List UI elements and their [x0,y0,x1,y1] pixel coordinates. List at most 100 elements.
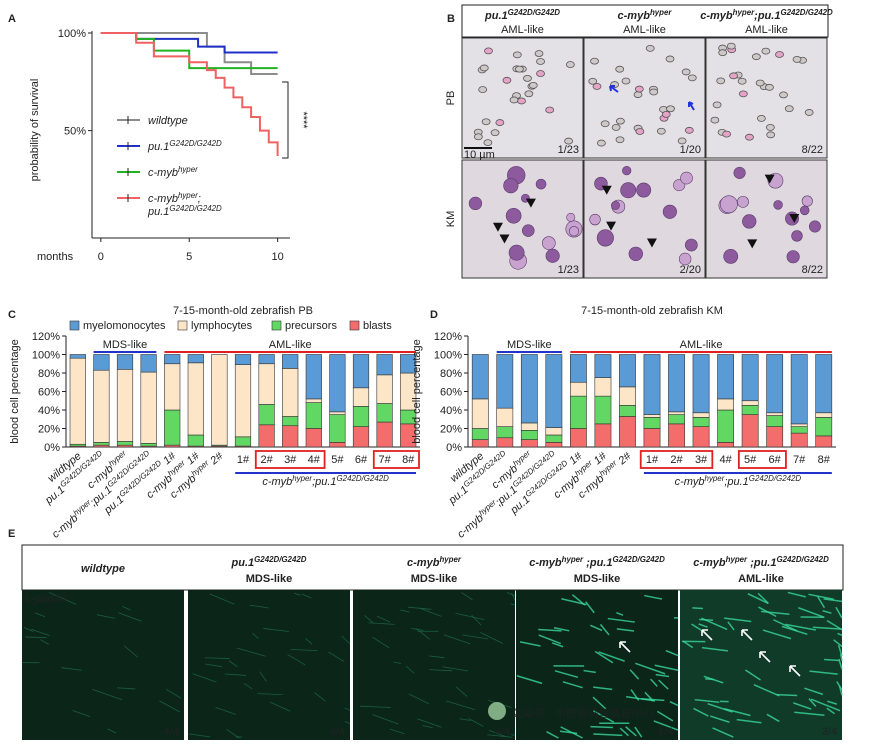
count-label: 1/23 [558,264,579,276]
tissue-texture [455,686,468,697]
bar-segment [643,354,661,415]
tissue-texture [116,687,136,690]
arrowhead [499,234,510,244]
watermark-icon [488,702,506,720]
cell [568,226,580,237]
cell [636,182,652,198]
tissue-texture [305,638,313,645]
cell [509,96,519,104]
bar-segment [545,354,563,428]
tissue-texture [653,720,679,731]
tissue-texture [510,603,516,606]
text-segment: wildtype [81,563,125,575]
stain-label: L-plastin [25,593,67,605]
bar-segment [741,354,759,402]
text-segment: pu.1 [231,557,255,569]
tissue-texture [192,673,217,683]
cell [611,123,621,131]
tissue-texture [693,707,709,717]
tissue-texture [301,593,312,599]
tissue-texture [344,721,351,725]
bar-segment [69,357,86,445]
tissue-texture [35,612,46,618]
tissue-texture [263,628,289,632]
cell [615,117,625,125]
text-segment: hyper [562,555,584,564]
y-tick-label: 80% [440,368,462,380]
tissue-texture [96,614,116,619]
cell [522,224,535,237]
cell [633,91,643,98]
y-tick-label: 0% [446,442,462,454]
cell [775,51,784,58]
cell [722,130,732,138]
tissue-texture [546,731,559,739]
x-tick-label: 7# [793,454,806,466]
tissue-texture [629,669,640,680]
bar-segment [93,369,110,443]
tissue-texture [442,666,468,672]
column-genotype: c-mybhyper [618,8,673,22]
count-label: 8/22 [802,264,823,276]
tissue-texture [123,645,138,658]
cell [662,204,677,219]
text-segment: ;pu.1 [747,557,776,569]
bar-segment [352,426,370,448]
tissue-texture [159,700,180,713]
cell [786,250,800,264]
tissue-texture [808,698,817,707]
tissue-texture [188,733,211,738]
bar-segment [258,354,275,365]
legend-label: myelomonocytes [83,320,166,332]
bar-segment [520,422,538,431]
text-segment: G242D/G242D [337,474,390,483]
column-genotype: c-mybhyper ;pu.1G242D/G242D [529,555,665,569]
tissue-texture [408,693,430,705]
cell [502,76,512,84]
tissue-texture [417,718,442,728]
cell [755,79,765,87]
tissue-texture [372,714,399,725]
cell [600,120,610,128]
tissue-texture [314,692,326,702]
count-label: 8/22 [802,144,823,156]
cell [596,229,614,247]
bar-segment [766,415,784,427]
column-phenotype: AML-like [623,24,666,36]
scale-bar-label: 10 µm [464,149,495,161]
bar-segment [570,381,587,397]
bar-segment [594,395,612,425]
tissue-texture [757,592,769,604]
tissue-texture [809,670,838,675]
count-label: 1/4 [658,726,673,738]
tissue-texture [269,701,291,712]
tissue-texture [635,662,666,675]
text-segment: c-myb [529,557,562,569]
cell [680,171,693,185]
arrowhead [492,222,503,232]
bar-segment [717,409,734,443]
genotype-label: c-mybhyper;pu.1G242D/G242D [262,474,389,488]
cell [809,220,821,233]
column-phenotype: MDS-like [246,573,292,585]
bar-segment [471,428,489,440]
tissue-texture [224,673,247,676]
y-tick-label: 20% [440,424,462,436]
bar-segment [496,437,514,448]
tissue-texture [808,593,834,600]
cell [564,137,574,145]
column-genotype: c-mybhyper [407,555,462,569]
bar-segment [258,363,275,405]
y-tick-label: 100% [58,28,86,40]
tissue-texture [166,689,182,699]
text-segment: hyper [292,474,312,483]
tissue-texture [415,627,430,640]
tissue-texture [562,681,583,689]
tissue-texture [462,634,489,640]
y-axis-label: probability of survival [29,79,41,182]
text-segment: hyper [650,8,672,17]
text-segment: hyper [511,448,532,468]
count-label: 4/4 [495,726,510,738]
text-segment: G242D/G242D [169,139,222,148]
